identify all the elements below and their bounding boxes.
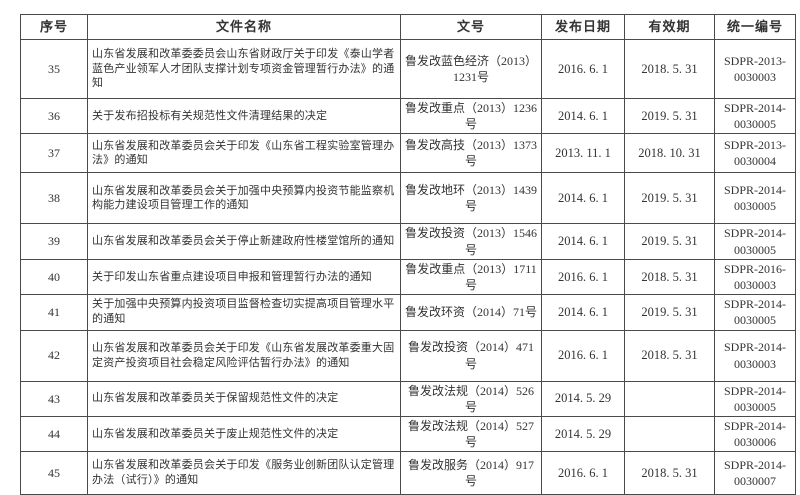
cell-seq: 43: [20, 380, 88, 417]
cell-valid-until: 2019. 5. 31: [624, 172, 715, 225]
cell-doc-number: 鲁发改环资（2014）71号: [400, 294, 542, 331]
column-header-unified-no: 统一编号: [714, 14, 796, 40]
cell-doc-number: 鲁发改蓝色经济（2013）1231号: [400, 39, 542, 99]
cell-unified-no: SDPR-2014-0030005: [714, 380, 796, 417]
cell-seq: 40: [20, 258, 88, 296]
cell-valid-until: 2018. 5. 31: [624, 39, 715, 99]
cell-pub-date: 2014. 5. 29: [541, 415, 625, 453]
cell-pub-date: 2016. 6. 1: [541, 329, 625, 382]
cell-seq: 39: [20, 223, 88, 260]
cell-doc-number: 鲁发改投资（2013）1546号: [400, 223, 542, 260]
cell-pub-date: 2014. 6. 1: [541, 294, 625, 331]
table-row: 41 关于加强中央预算内投资项目监督检查切实提高项目管理水平的通知 鲁发改环资（…: [20, 294, 796, 331]
cell-seq: 35: [20, 39, 88, 99]
documents-table: 序号 文件名称 文号 发布日期 有效期 统一编号 35 山东省发展和改革委委员会…: [20, 14, 796, 495]
cell-seq: 38: [20, 172, 88, 225]
cell-unified-no: SDPR-2013-0030004: [714, 133, 796, 174]
cell-unified-no: SDPR-2014-0030005: [714, 172, 796, 225]
cell-valid-until: 2019. 5. 31: [624, 97, 715, 135]
cell-unified-no: SDPR-2013-0030003: [714, 39, 796, 99]
cell-seq: 42: [20, 329, 88, 382]
cell-doc-number: 鲁发改法规（2014）527号: [400, 415, 542, 453]
cell-seq: 37: [20, 133, 88, 174]
cell-doc-number: 鲁发改投资（2014）471号: [400, 329, 542, 382]
cell-unified-no: SDPR-2014-0030007: [714, 451, 796, 495]
table-row: 36 关于发布招投标有关规范性文件清理结果的决定 鲁发改重点（2013）1236…: [20, 97, 796, 135]
cell-file-name: 关于印发山东省重点建设项目申报和管理暂行办法的通知: [87, 258, 401, 296]
cell-valid-until: [624, 380, 715, 417]
cell-unified-no: SDPR-2014-0030003: [714, 329, 796, 382]
cell-pub-date: 2014. 6. 1: [541, 97, 625, 135]
cell-unified-no: SDPR-2016-0030003: [714, 258, 796, 296]
cell-unified-no: SDPR-2014-0030005: [714, 97, 796, 135]
cell-valid-until: 2019. 5. 31: [624, 294, 715, 331]
cell-seq: 44: [20, 415, 88, 453]
cell-pub-date: 2014. 6. 1: [541, 223, 625, 260]
cell-file-name: 关于加强中央预算内投资项目监督检查切实提高项目管理水平的通知: [87, 294, 401, 331]
cell-doc-number: 鲁发改重点（2013）1711号: [400, 258, 542, 296]
cell-doc-number: 鲁发改法规（2014）526号: [400, 380, 542, 417]
table-row: 44 山东省发展和改革委员关于废止规范性文件的决定 鲁发改法规（2014）527…: [20, 415, 796, 453]
table-row: 39 山东省发展和改革委员会关于停止新建政府性楼堂馆所的通知 鲁发改投资（201…: [20, 223, 796, 260]
column-header-file-name: 文件名称: [87, 14, 401, 40]
column-header-seq: 序号: [20, 14, 88, 40]
cell-file-name: 山东省发展和改革委员会关于加强中央预算内投资节能监察机构能力建设项目管理工作的通…: [87, 172, 401, 225]
cell-valid-until: 2018. 10. 31: [624, 133, 715, 174]
cell-file-name: 山东省发展和改革委员关于废止规范性文件的决定: [87, 415, 401, 453]
cell-file-name: 关于发布招投标有关规范性文件清理结果的决定: [87, 97, 401, 135]
cell-pub-date: 2014. 5. 29: [541, 380, 625, 417]
table-header-row: 序号 文件名称 文号 发布日期 有效期 统一编号: [20, 14, 796, 40]
column-header-doc-number: 文号: [400, 14, 542, 40]
table-row: 38 山东省发展和改革委员会关于加强中央预算内投资节能监察机构能力建设项目管理工…: [20, 172, 796, 225]
cell-file-name: 山东省发展和改革委员会关于印发《服务业创新团队认定管理办法（试行）》的通知: [87, 451, 401, 495]
cell-doc-number: 鲁发改高技（2013）1373号: [400, 133, 542, 174]
cell-file-name: 山东省发展和改革委委员会山东省财政厅关于印发《泰山学者蓝色产业领军人才团队支撑计…: [87, 39, 401, 99]
table-row: 35 山东省发展和改革委委员会山东省财政厅关于印发《泰山学者蓝色产业领军人才团队…: [20, 39, 796, 99]
cell-valid-until: [624, 415, 715, 453]
cell-file-name: 山东省发展和改革委员会关于印发《山东省发展改革委重大固定资产投资项目社会稳定风险…: [87, 329, 401, 382]
cell-valid-until: 2018. 5. 31: [624, 258, 715, 296]
cell-doc-number: 鲁发改重点（2013）1236号: [400, 97, 542, 135]
cell-valid-until: 2018. 5. 31: [624, 329, 715, 382]
table-row: 37 山东省发展和改革委员会关于印发《山东省工程实验室管理办法》的通知 鲁发改高…: [20, 133, 796, 174]
table-row: 43 山东省发展和改革委员关于保留规范性文件的决定 鲁发改法规（2014）526…: [20, 380, 796, 417]
cell-pub-date: 2013. 11. 1: [541, 133, 625, 174]
column-header-pub-date: 发布日期: [541, 14, 625, 40]
cell-file-name: 山东省发展和改革委员会关于停止新建政府性楼堂馆所的通知: [87, 223, 401, 260]
cell-unified-no: SDPR-2014-0030005: [714, 294, 796, 331]
table-body: 35 山东省发展和改革委委员会山东省财政厅关于印发《泰山学者蓝色产业领军人才团队…: [20, 39, 796, 495]
cell-seq: 45: [20, 451, 88, 495]
cell-doc-number: 鲁发改地环（2013）1439号: [400, 172, 542, 225]
column-header-valid-until: 有效期: [624, 14, 715, 40]
cell-seq: 41: [20, 294, 88, 331]
document-page: 序号 文件名称 文号 发布日期 有效期 统一编号 35 山东省发展和改革委委员会…: [20, 14, 796, 495]
cell-pub-date: 2016. 6. 1: [541, 258, 625, 296]
cell-unified-no: SDPR-2014-0030006: [714, 415, 796, 453]
cell-pub-date: 2014. 6. 1: [541, 172, 625, 225]
cell-doc-number: 鲁发改服务（2014）917号: [400, 451, 542, 495]
cell-pub-date: 2016. 6. 1: [541, 39, 625, 99]
cell-file-name: 山东省发展和改革委员关于保留规范性文件的决定: [87, 380, 401, 417]
cell-unified-no: SDPR-2014-0030005: [714, 223, 796, 260]
table-row: 40 关于印发山东省重点建设项目申报和管理暂行办法的通知 鲁发改重点（2013）…: [20, 258, 796, 296]
cell-valid-until: 2018. 5. 31: [624, 451, 715, 495]
table-row: 45 山东省发展和改革委员会关于印发《服务业创新团队认定管理办法（试行）》的通知…: [20, 451, 796, 495]
cell-file-name: 山东省发展和改革委员会关于印发《山东省工程实验室管理办法》的通知: [87, 133, 401, 174]
cell-seq: 36: [20, 97, 88, 135]
cell-valid-until: 2019. 5. 31: [624, 223, 715, 260]
table-row: 42 山东省发展和改革委员会关于印发《山东省发展改革委重大固定资产投资项目社会稳…: [20, 329, 796, 382]
cell-pub-date: 2016. 6. 1: [541, 451, 625, 495]
